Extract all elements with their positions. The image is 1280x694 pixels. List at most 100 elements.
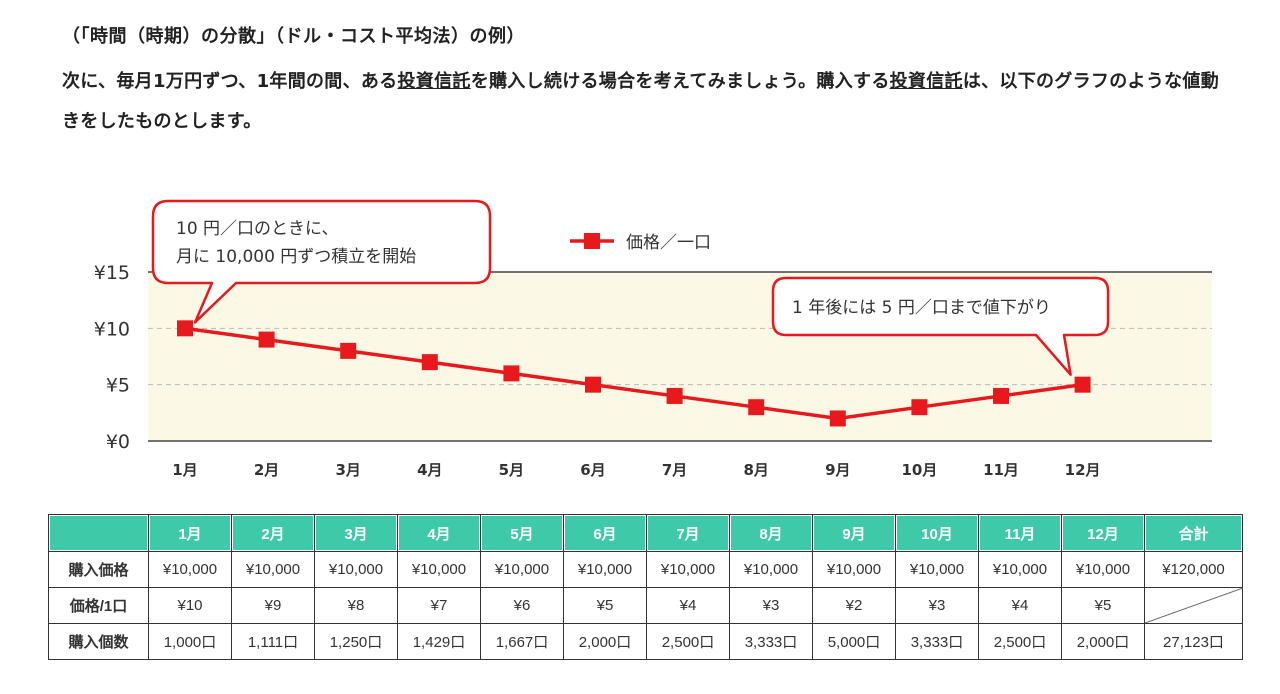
table-cell: ¥5 — [563, 587, 647, 624]
table-row-label: 価格/1口 — [48, 587, 149, 624]
table-cell: 2,500口 — [646, 623, 730, 660]
y-tick-label: ¥10 — [94, 318, 130, 340]
x-tick-label: 9月 — [825, 461, 850, 479]
table-cell: 5,000口 — [812, 623, 896, 660]
diagonal-slash — [1145, 588, 1243, 623]
intro-text-2: を購入し続ける場合を考えてみましょう。購入する — [470, 71, 890, 92]
callout-start-line2: 月に 10,000 円ずつ積立を開始 — [176, 247, 416, 267]
table-cell: 3,333口 — [729, 623, 813, 660]
intro-text-1: 次に、毎月1万円ずつ、1年間の間、ある — [62, 71, 398, 92]
legend-label: 価格／一口 — [626, 233, 711, 253]
table-header-cell: 12月 — [1061, 514, 1145, 552]
series-line — [184, 326, 1083, 421]
table-cell: ¥10,000 — [646, 551, 730, 588]
table-row: 購入価格 ¥10,000 ¥10,000 ¥10,000 ¥10,000 ¥10,000 ¥… — [48, 551, 1243, 588]
callout-end — [771, 276, 1110, 376]
data-point — [177, 320, 193, 337]
table-cell: ¥10,000 — [729, 551, 813, 588]
x-tick-label: 2月 — [254, 461, 279, 479]
table-header-cell: 2月 — [231, 514, 315, 552]
purchase-table: 1月 2月 3月 4月 5月 6月 7月 8月 9月 10月 11月 12月 合計 購入価格 ¥10,00… — [48, 514, 1243, 660]
callout-end-text: 1 年後には 5 円／口まで値下がり — [792, 298, 1051, 318]
table-cell: ¥10,000 — [314, 551, 398, 588]
data-point — [340, 342, 357, 359]
table-cell: ¥10,000 — [148, 551, 232, 588]
x-tick-label: 5月 — [499, 461, 524, 479]
callout-start — [151, 199, 492, 324]
table-cell: ¥9 — [231, 587, 315, 624]
table-cell: 2,000口 — [1061, 623, 1145, 660]
x-tick-label: 8月 — [743, 461, 768, 479]
callout-start-line1: 10 円／口のときに、 — [176, 219, 339, 239]
table-cell: 27,123口 — [1144, 623, 1243, 660]
table-cell: ¥10 — [148, 587, 232, 624]
example-caption: （「時間（時期）の分散」（ドル・コスト平均法）の例） — [62, 26, 525, 47]
y-tick-label: ¥5 — [106, 375, 130, 397]
table-header-cell: 3月 — [314, 514, 398, 552]
table-row-label: 購入個数 — [48, 623, 149, 660]
table-header-cell: 合計 — [1144, 514, 1243, 552]
y-tick-label: ¥0 — [106, 431, 130, 453]
table-header-cell: 6月 — [563, 514, 647, 552]
table-cell: 1,000口 — [148, 623, 232, 660]
table-cell: ¥2 — [812, 587, 896, 624]
table-cell: ¥4 — [646, 587, 730, 624]
table-header-cell: 1月 — [148, 514, 232, 552]
data-point — [829, 410, 846, 427]
table-header-cell: 9月 — [812, 514, 896, 552]
data-point — [421, 354, 438, 371]
table-cell: ¥10,000 — [480, 551, 564, 588]
table-cell: ¥7 — [397, 587, 481, 624]
table-cell: ¥5 — [1061, 587, 1145, 624]
table-header-cell: 10月 — [895, 514, 979, 552]
table-cell: ¥10,000 — [895, 551, 979, 588]
table-cell: ¥3 — [729, 587, 813, 624]
table-row: 購入個数 1,000口 1,111口 1,250口 1,429口 1,667口 2,000口… — [48, 623, 1243, 660]
data-point — [503, 365, 520, 382]
x-tick-label: 12月 — [1065, 461, 1101, 479]
data-point — [1074, 376, 1091, 393]
table-header-row: 1月 2月 3月 4月 5月 6月 7月 8月 9月 10月 11月 12月 合計 — [48, 514, 1243, 552]
table-header-cell: 4月 — [397, 514, 481, 552]
y-tick-label: ¥15 — [94, 262, 130, 284]
table-header-cell: 8月 — [729, 514, 813, 552]
table-cell: ¥10,000 — [563, 551, 647, 588]
table-cell: ¥8 — [314, 587, 398, 624]
x-tick-label: 4月 — [417, 461, 442, 479]
table-cell: ¥3 — [895, 587, 979, 624]
data-point — [911, 399, 928, 416]
table-cell: 1,667口 — [480, 623, 564, 660]
legend-marker — [584, 233, 600, 249]
x-tick-label: 6月 — [580, 461, 605, 479]
table-cell: ¥10,000 — [231, 551, 315, 588]
data-point — [666, 387, 683, 404]
x-tick-label: 3月 — [335, 461, 360, 479]
table-cell: 1,111口 — [231, 623, 315, 660]
table-header-cell: 7月 — [646, 514, 730, 552]
table-cell: ¥4 — [978, 587, 1062, 624]
table-cell: ¥10,000 — [978, 551, 1062, 588]
table-cell: 1,250口 — [314, 623, 398, 660]
table-cell: ¥10,000 — [1061, 551, 1145, 588]
table-cell: ¥10,000 — [812, 551, 896, 588]
intro-text-3: は、以下のグラフのような値動きをしたものとします。 — [62, 71, 1220, 132]
table-row-label: 購入価格 — [48, 551, 149, 588]
table-row: 価格/1口 ¥10 ¥9 ¥8 ¥7 ¥6 ¥5 ¥4 ¥3 ¥2 ¥3 ¥4 ¥5 — [48, 587, 1243, 624]
table-cell: ¥10,000 — [397, 551, 481, 588]
data-point — [585, 376, 601, 393]
price-line-chart: ¥15 ¥10 ¥5 ¥0 1月 2月 3月 4月 5月 6月 7月 8月 9月 10月 11月 12月 価格／… — [94, 199, 1212, 479]
investment-trust-link-2[interactable]: 投資信託 — [889, 71, 963, 92]
table-empty-cell — [1144, 587, 1243, 624]
table-header-cell: 11月 — [978, 514, 1062, 552]
investment-trust-link-1[interactable]: 投資信託 — [397, 71, 471, 92]
table-corner-cell — [48, 514, 149, 552]
x-tick-label: 7月 — [662, 461, 687, 479]
data-point — [748, 399, 765, 416]
table-cell: ¥6 — [480, 587, 564, 624]
table-cell: 1,429口 — [397, 623, 481, 660]
table-cell: 3,333口 — [895, 623, 979, 660]
data-point — [258, 331, 275, 348]
x-tick-label: 10月 — [901, 461, 937, 479]
x-tick-label: 11月 — [983, 461, 1019, 479]
table-cell: ¥120,000 — [1144, 551, 1243, 588]
